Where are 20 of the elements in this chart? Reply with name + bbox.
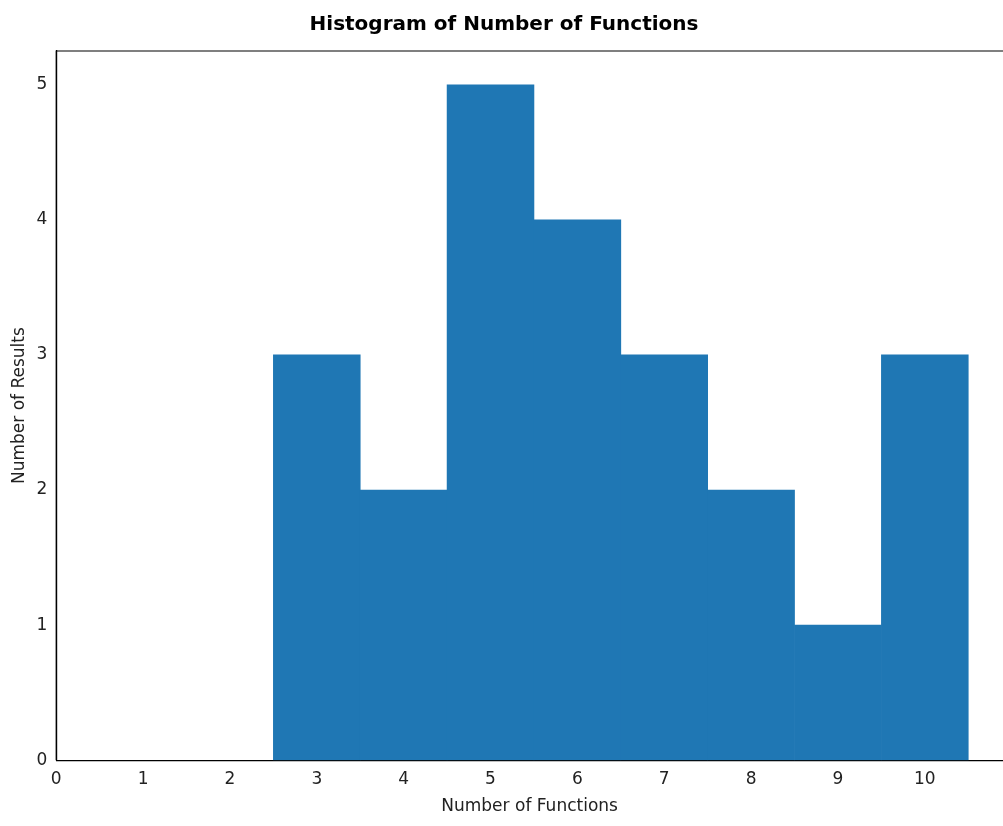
x-tick-label: 10 (914, 767, 936, 788)
x-tick-label: 1 (137, 767, 149, 788)
x-tick-label: 4 (398, 767, 410, 788)
y-tick-label: 4 (36, 208, 48, 229)
chart-title: Histogram of Number of Functions (309, 11, 699, 36)
x-axis-title: Number of Functions (441, 795, 619, 816)
x-tick-label: 7 (658, 767, 670, 788)
y-tick-label: 3 (36, 343, 48, 364)
y-tick-label: 1 (36, 613, 48, 634)
x-tick-label: 9 (832, 767, 844, 788)
x-tick-label: 5 (485, 767, 496, 788)
y-tick-label: 2 (36, 478, 48, 499)
x-tick-label: 3 (311, 767, 323, 788)
y-tick-label: 5 (36, 73, 48, 94)
x-tick-label: 6 (571, 767, 583, 788)
x-tick-label: 0 (50, 767, 62, 788)
y-axis-title: Number of Results (7, 327, 28, 485)
x-tick-label: 8 (745, 767, 757, 788)
x-tick-label: 2 (224, 767, 236, 788)
y-tick-label: 0 (36, 748, 48, 769)
